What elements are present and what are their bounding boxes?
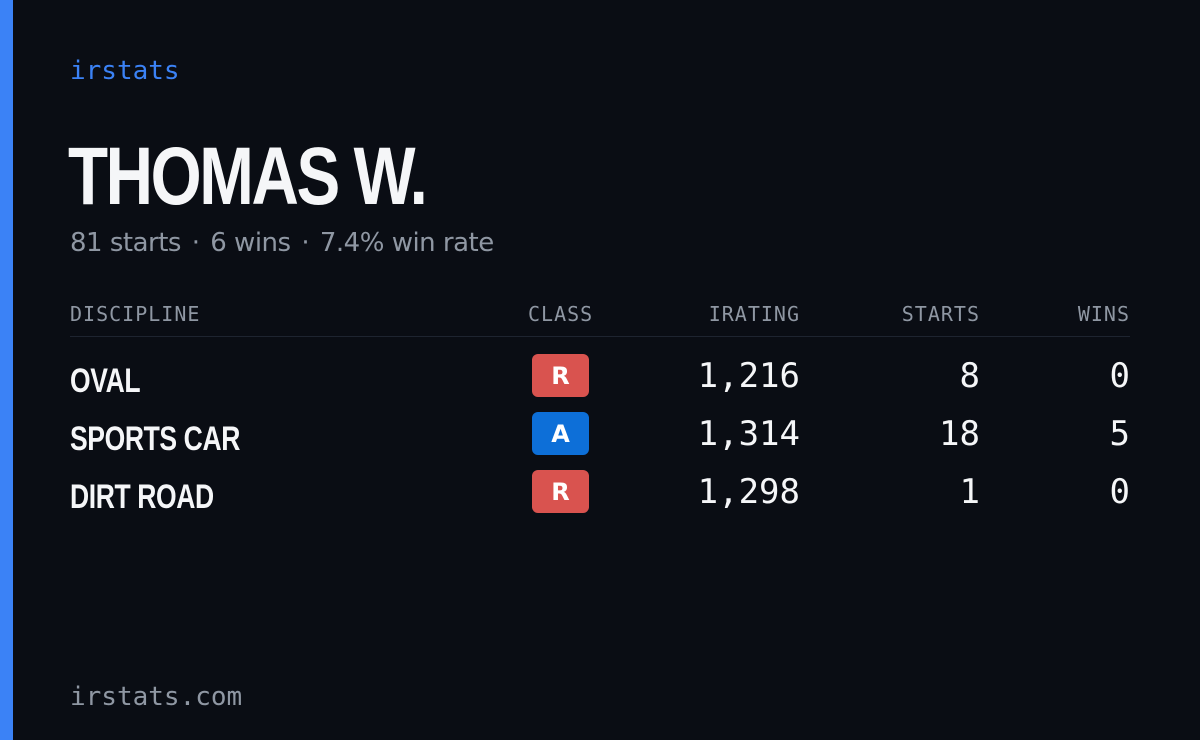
wins-value: 0 xyxy=(1109,356,1130,396)
header-divider xyxy=(70,336,1130,337)
header-discipline: DISCIPLINE xyxy=(70,302,201,326)
table-row: DIRT ROAD R 1,298 1 0 xyxy=(0,470,1200,520)
winrate-summary: 7.4% win rate xyxy=(319,228,494,258)
wins-summary: 6 wins xyxy=(210,228,291,258)
wins-value: 0 xyxy=(1109,472,1130,512)
discipline-name: SPORTS CAR xyxy=(70,420,240,458)
accent-bar xyxy=(0,0,13,740)
header-class: CLASS xyxy=(528,302,594,326)
footer-domain: irstats.com xyxy=(70,682,243,712)
table-row: SPORTS CAR A 1,314 18 5 xyxy=(0,412,1200,462)
starts-value: 18 xyxy=(939,414,980,454)
separator: · xyxy=(191,228,200,258)
driver-name: THOMAS W. xyxy=(68,131,428,222)
discipline-name: OVAL xyxy=(70,362,141,400)
brand-logo-text: irstats xyxy=(70,56,180,86)
table-row: OVAL R 1,216 8 0 xyxy=(0,354,1200,404)
header-starts: STARTS xyxy=(901,302,980,326)
class-badge: R xyxy=(532,470,589,513)
class-badge: A xyxy=(532,412,589,455)
header-wins: WINS xyxy=(1077,302,1130,326)
starts-summary: 81 starts xyxy=(70,228,181,258)
irating-value: 1,314 xyxy=(697,414,800,454)
wins-value: 5 xyxy=(1109,414,1130,454)
separator: · xyxy=(301,228,310,258)
irating-value: 1,298 xyxy=(697,472,800,512)
driver-summary: 81 starts · 6 wins · 7.4% win rate xyxy=(70,228,494,258)
discipline-name: DIRT ROAD xyxy=(70,478,214,516)
class-badge: R xyxy=(532,354,589,397)
starts-value: 1 xyxy=(959,472,980,512)
irating-value: 1,216 xyxy=(697,356,800,396)
starts-value: 8 xyxy=(959,356,980,396)
header-irating: IRATING xyxy=(708,302,800,326)
